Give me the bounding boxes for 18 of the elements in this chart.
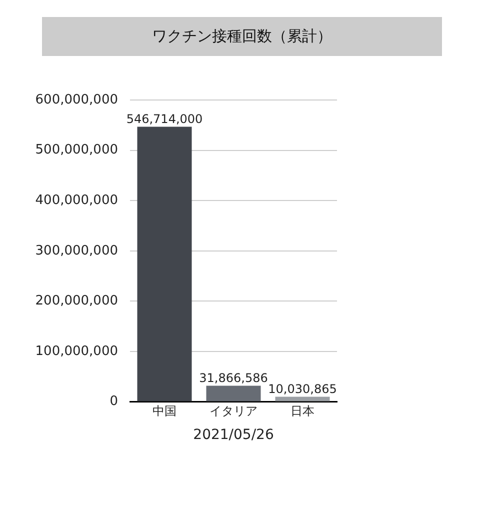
y-tick-label: 600,000,000	[35, 92, 118, 108]
bar	[137, 126, 192, 402]
x-tick-label: 中国	[152, 404, 176, 418]
data-label: 10,030,865	[268, 382, 337, 396]
y-tick-label: 0	[110, 394, 118, 410]
y-tick-label: 100,000,000	[35, 344, 118, 359]
chart-title: ワクチン接種回数（累計）	[42, 17, 442, 56]
bar	[206, 386, 261, 402]
x-tick-label: イタリア	[210, 404, 258, 418]
y-tick-label: 400,000,000	[35, 192, 118, 208]
x-tick-label: 日本	[290, 404, 314, 418]
data-label: 31,866,586	[199, 370, 268, 385]
y-tick-label: 500,000,000	[35, 142, 118, 158]
x-axis-title: 2021/05/26	[193, 427, 274, 444]
data-label: 546,714,000	[126, 112, 203, 126]
y-tick-label: 200,000,000	[35, 294, 118, 309]
bar	[275, 396, 330, 402]
y-tick-label: 300,000,000	[35, 243, 118, 258]
